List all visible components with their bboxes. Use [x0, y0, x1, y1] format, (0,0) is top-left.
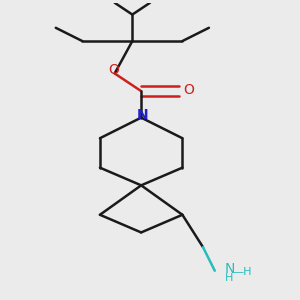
- Text: N: N: [137, 108, 148, 122]
- Text: H: H: [225, 273, 233, 283]
- Text: O: O: [108, 64, 118, 77]
- Text: N: N: [225, 262, 236, 276]
- Text: O: O: [183, 82, 194, 97]
- Text: —H: —H: [232, 267, 252, 277]
